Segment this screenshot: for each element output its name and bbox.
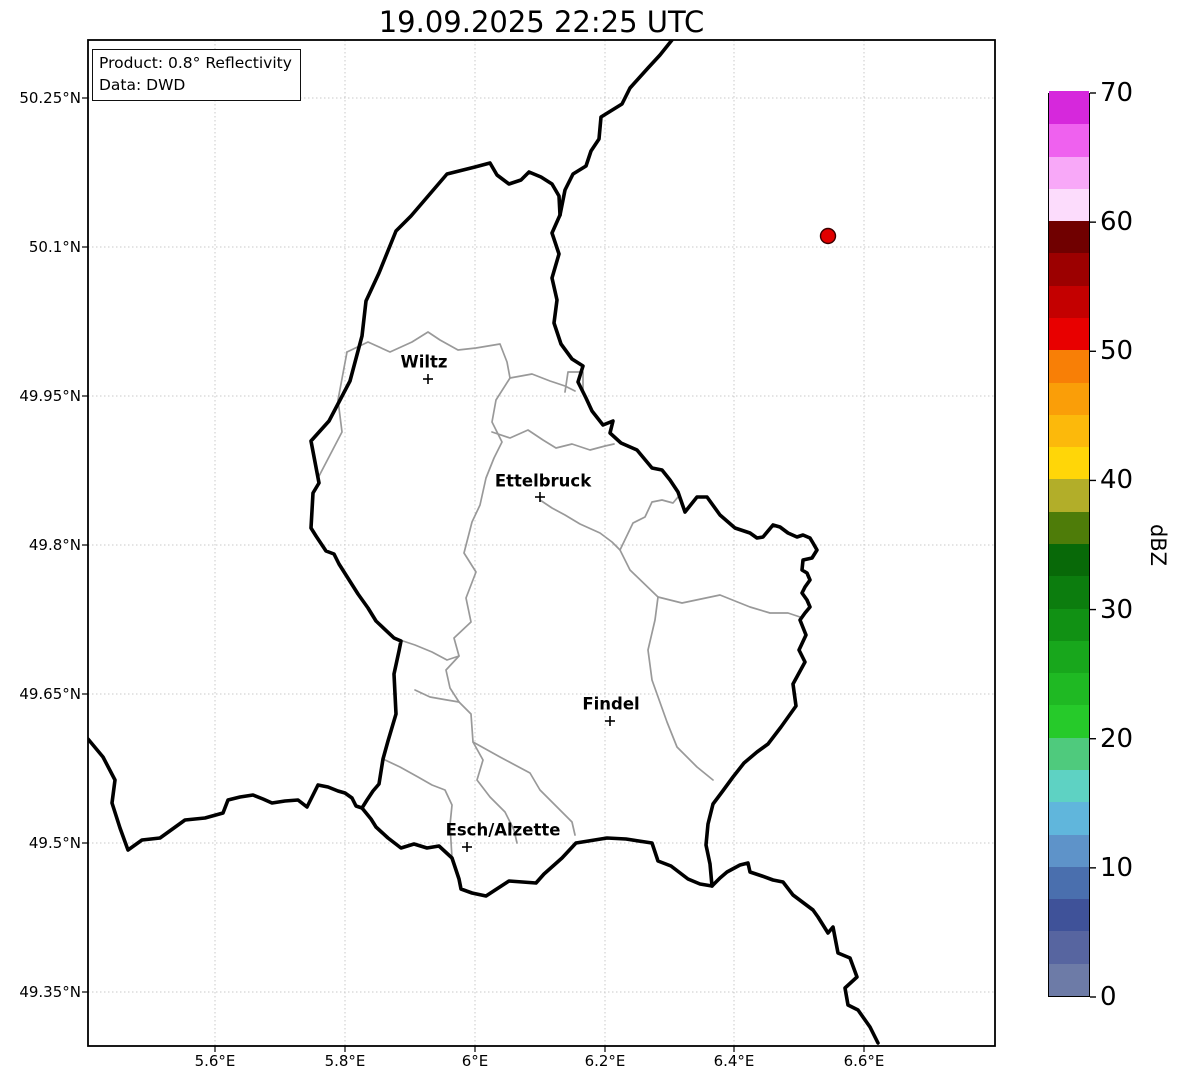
district-border xyxy=(414,689,460,703)
radar-echo-dot xyxy=(819,227,837,245)
map-layers xyxy=(88,40,995,1046)
colorbar-segment xyxy=(1049,446,1089,480)
colorbar-segment xyxy=(1049,511,1089,544)
district-border xyxy=(393,637,460,661)
colorbar-segment xyxy=(1049,317,1089,351)
y-tick-label: 50.1°N xyxy=(28,238,81,256)
y-tick-label: 49.95°N xyxy=(19,387,81,405)
colorbar-segment xyxy=(1049,543,1089,577)
y-tick-label: 49.65°N xyxy=(19,685,81,703)
colorbar-segment xyxy=(1049,349,1089,383)
colorbar-tick-label: 30 xyxy=(1100,594,1134,625)
country-border-luxembourg xyxy=(309,161,819,898)
colorbar-segment xyxy=(1049,866,1089,900)
product-info-line2: Data: DWD xyxy=(99,76,186,94)
colorbar-segment xyxy=(1049,285,1089,318)
district-border xyxy=(619,496,679,551)
international-border xyxy=(558,40,674,217)
colorbar-segment xyxy=(1049,769,1089,803)
x-tick-label: 6.4°E xyxy=(713,1052,755,1070)
colorbar-segment xyxy=(1049,930,1089,964)
city-label: Ettelbruck xyxy=(494,471,592,491)
city-marker xyxy=(423,374,433,384)
map-frame xyxy=(87,39,996,1047)
y-tick-label: 50.25°N xyxy=(19,89,81,107)
x-tick-label: 6°E xyxy=(461,1052,489,1070)
city-label: Wiltz xyxy=(400,352,448,372)
colorbar-tick-label: 20 xyxy=(1100,723,1134,754)
city-label: Esch/Alzette xyxy=(445,820,561,840)
district-border xyxy=(317,351,348,479)
colorbar-unit-label: dBZ xyxy=(1146,523,1170,567)
y-tick-label: 49.8°N xyxy=(28,536,81,554)
colorbar-segment xyxy=(1049,381,1089,415)
figure-title: 19.09.2025 22:25 UTC xyxy=(378,5,705,39)
colorbar xyxy=(1048,91,1090,997)
colorbar-tick-label: 40 xyxy=(1100,465,1134,496)
colorbar-segment xyxy=(1049,833,1089,867)
product-info-box: Product: 0.8° Reflectivity Data: DWD xyxy=(92,49,301,101)
y-tick-label: 49.5°N xyxy=(28,834,81,852)
colorbar-segment xyxy=(1049,898,1089,932)
district-border xyxy=(382,758,453,859)
district-border xyxy=(564,371,584,393)
colorbar-tick-label: 10 xyxy=(1100,852,1134,883)
colorbar-tick-label: 60 xyxy=(1100,207,1134,238)
district-border xyxy=(445,377,518,844)
x-tick-label: 6.2°E xyxy=(584,1052,626,1070)
x-tick-label: 5.8°E xyxy=(324,1052,366,1070)
district-border xyxy=(346,331,576,392)
district-border xyxy=(491,429,615,451)
international-border xyxy=(88,737,364,852)
colorbar-segment xyxy=(1049,737,1089,770)
district-border xyxy=(539,499,801,618)
colorbar-segment xyxy=(1049,640,1089,674)
colorbar-segment xyxy=(1049,575,1089,609)
city-marker xyxy=(605,716,615,726)
colorbar-segment xyxy=(1049,91,1089,125)
colorbar-segment xyxy=(1049,155,1089,189)
colorbar-tick-label: 50 xyxy=(1100,336,1134,367)
colorbar-segment xyxy=(1049,220,1089,254)
colorbar-segment xyxy=(1049,607,1089,641)
colorbar-segment xyxy=(1049,963,1089,996)
international-border xyxy=(710,861,880,1045)
district-border xyxy=(647,596,714,781)
colorbar-segment xyxy=(1049,123,1089,157)
colorbar-segment xyxy=(1049,188,1089,222)
city-label: Findel xyxy=(582,694,640,714)
colorbar-segment xyxy=(1049,252,1089,286)
y-tick-label: 49.35°N xyxy=(19,983,81,1001)
colorbar-tick-label: 0 xyxy=(1100,982,1117,1012)
x-tick-label: 5.6°E xyxy=(194,1052,236,1070)
city-marker xyxy=(535,492,545,502)
x-tick-label: 6.6°E xyxy=(843,1052,885,1070)
colorbar-segment xyxy=(1049,414,1089,448)
colorbar-segment xyxy=(1049,801,1089,835)
product-info-line1: Product: 0.8° Reflectivity xyxy=(99,54,292,72)
district-border xyxy=(472,741,576,836)
colorbar-segment xyxy=(1049,478,1089,512)
city-marker xyxy=(462,842,472,852)
colorbar-tick-label: 70 xyxy=(1100,78,1134,108)
colorbar-segment xyxy=(1049,672,1089,706)
colorbar-segment xyxy=(1049,704,1089,738)
